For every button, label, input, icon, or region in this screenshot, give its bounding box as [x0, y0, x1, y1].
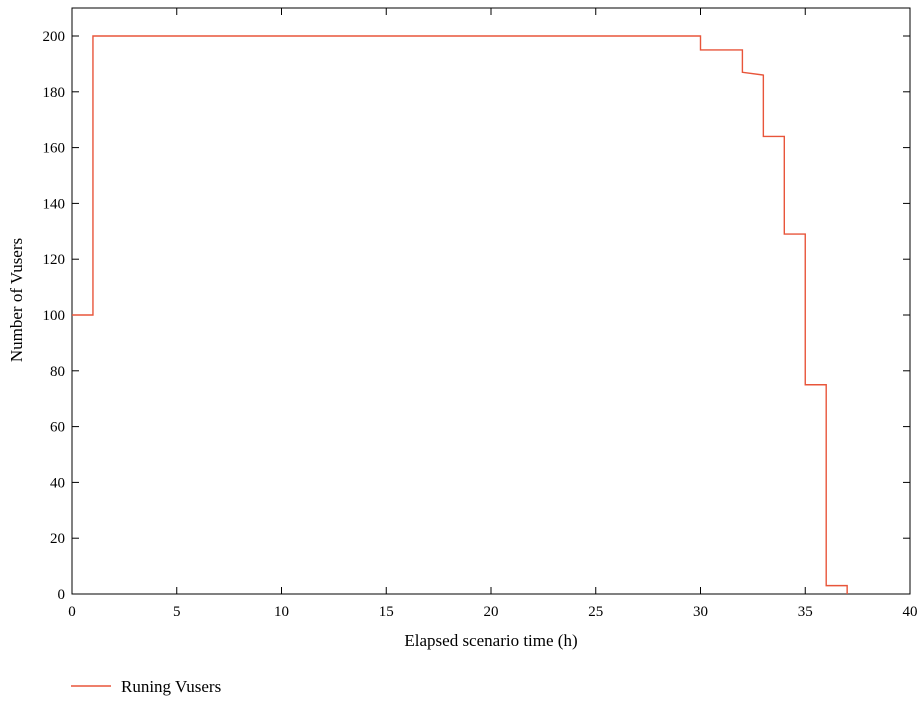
x-tick-label: 5 [173, 604, 181, 620]
y-tick-label: 140 [43, 196, 66, 212]
y-tick-label: 40 [50, 475, 65, 491]
y-tick-label: 180 [43, 85, 66, 101]
x-axis-ticks: 0 5 10 15 20 25 30 35 40 [68, 8, 918, 620]
x-tick-label: 40 [903, 604, 918, 620]
y-tick-label: 200 [43, 29, 66, 45]
series-line [72, 35, 848, 594]
y-axis-ticks: 0 20 40 60 80 100 120 140 160 180 200 [43, 29, 910, 603]
y-tick-label: 60 [50, 420, 65, 436]
y-tick-label: 0 [58, 587, 66, 603]
y-tick-label: 80 [50, 364, 65, 380]
x-tick-label: 0 [68, 604, 76, 620]
x-tick-label: 30 [693, 604, 708, 620]
y-tick-label: 20 [50, 531, 65, 547]
legend-label: Runing Vusers [121, 677, 221, 696]
series-layer [72, 35, 848, 594]
x-tick-label: 35 [798, 604, 813, 620]
x-tick-label: 20 [484, 604, 499, 620]
y-tick-label: 120 [43, 252, 66, 268]
x-tick-label: 10 [274, 604, 289, 620]
x-tick-label: 25 [588, 604, 603, 620]
legend: Runing Vusers [71, 677, 221, 696]
y-tick-label: 160 [43, 141, 66, 157]
x-axis-title: Elapsed scenario time (h) [404, 631, 577, 650]
y-tick-label: 100 [43, 308, 66, 324]
plot-frame [71, 7, 911, 595]
x-tick-label: 15 [379, 604, 394, 620]
y-axis-title: Number of Vusers [7, 238, 26, 362]
